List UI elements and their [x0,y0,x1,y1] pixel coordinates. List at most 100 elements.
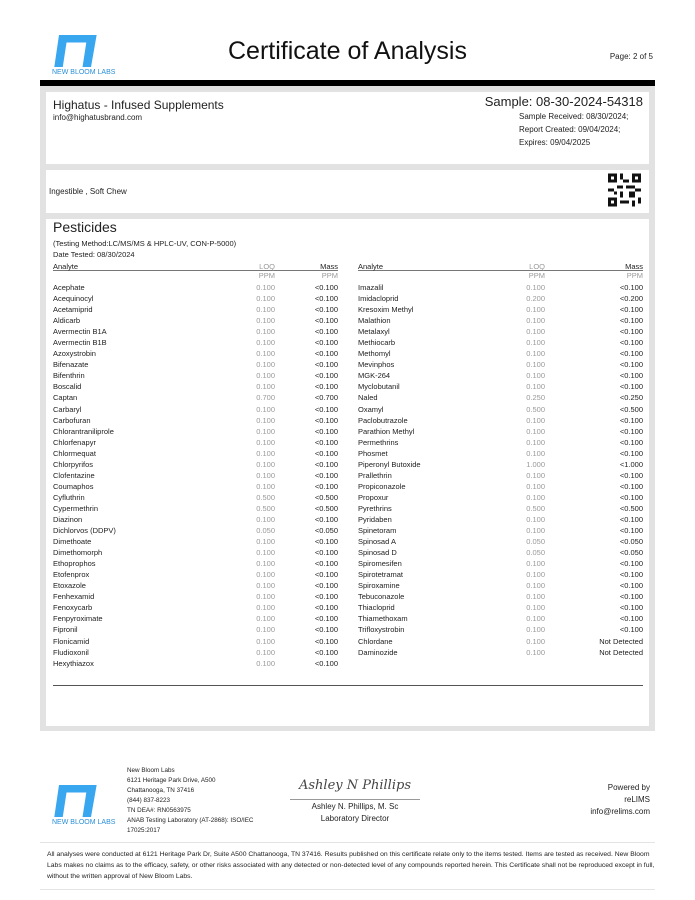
loq-value: 0.500 [526,404,545,414]
loq-value: 0.100 [256,404,275,414]
powered-by-email[interactable]: info@relims.com [590,807,650,816]
analyte-name: Bifenthrin [53,371,85,381]
analyte-name: Mevinphos [358,360,395,370]
mass-value: <0.100 [619,349,643,359]
table-row: Oxamyl 0.500 <0.500 [358,404,643,415]
address-line: Chattanooga, TN 37416 [127,787,195,794]
table-row: Coumaphos 0.100 <0.100 [53,481,338,492]
analyte-name: Dimethoate [53,537,92,547]
header-mass: Mass [320,262,338,271]
table-row: Avermectin B1B 0.100 <0.100 [53,337,338,348]
analyte-name: Myclobutanil [358,382,400,392]
loq-value: 0.100 [256,559,275,569]
mass-value: <0.100 [619,415,643,425]
mass-value: <0.100 [314,404,338,414]
mass-unit: PPM [626,271,643,280]
analyte-name: Chlorfenapyr [53,437,96,447]
loq-value: 0.100 [526,603,545,613]
loq-value: 0.500 [526,503,545,513]
mass-value: <0.100 [619,316,643,326]
loq-value: 0.700 [256,393,275,403]
analyte-name: Fenoxycarb [53,603,93,613]
table-row: Diazinon 0.100 <0.100 [53,514,338,525]
table-row: Azoxystrobin 0.100 <0.100 [53,348,338,359]
analyte-name: Tebuconazole [358,592,405,602]
analyte-name: Avermectin B1A [53,327,107,337]
mass-value: <0.500 [619,404,643,414]
analyte-name: Boscalid [53,382,82,392]
mass-value: <0.200 [619,294,643,304]
analyte-name: Chlorpyrifos [53,459,94,469]
analyte-name: Oxamyl [358,404,384,414]
loq-value: 0.100 [256,647,275,657]
address-line: New Bloom Labs [127,767,175,774]
mass-value: <0.100 [314,592,338,602]
mass-value: <0.100 [314,559,338,569]
analyte-name: Acephate [53,283,85,292]
loq-value: 0.100 [256,603,275,613]
analyte-name: Methomyl [358,349,391,359]
analyte-name: Avermectin B1B [53,338,107,348]
loq-value: 0.100 [526,305,545,315]
table-header: Analyte LOQ Mass [358,262,643,271]
mass-value: <0.100 [314,636,338,646]
mass-value: <0.100 [619,426,643,436]
analyte-name: Malathion [358,316,391,326]
mass-value: <0.100 [314,581,338,591]
table-row: Fenoxycarb 0.100 <0.100 [53,602,338,613]
loq-value: 0.100 [256,658,275,668]
mass-value: <0.100 [314,371,338,381]
mass-value: <0.100 [314,360,338,370]
analyte-name: Fenpyroximate [53,614,103,624]
analyte-name: Fenhexamid [53,592,95,602]
mass-value: <0.100 [619,570,643,580]
table-row: Dichlorvos (DDPV) 0.050 <0.050 [53,525,338,536]
mass-value: <0.100 [314,426,338,436]
client-panel [46,92,649,164]
analyte-name: Etoxazole [53,581,86,591]
table-row: Avermectin B1A 0.100 <0.100 [53,326,338,337]
qr-code-icon[interactable] [608,173,641,207]
loq-value: 0.100 [526,581,545,591]
logo-mark-icon [54,785,97,817]
mass-value: <0.250 [619,393,643,403]
mass-value: <0.100 [619,514,643,524]
table-row: Flonicamid 0.100 <0.100 [53,636,338,647]
mass-value: <0.100 [314,437,338,447]
loq-value: 0.100 [256,537,275,547]
loq-value: 0.100 [526,559,545,569]
mass-value: <1.000 [619,459,643,469]
logo-mark-icon [54,35,97,67]
header-analyte: Analyte [53,262,79,271]
footer-divider [40,889,655,890]
table-row: Chlormequat 0.100 <0.100 [53,448,338,459]
powered-by: Powered by reLIMS info@relims.com [590,782,650,818]
analyte-name: Dimethomorph [53,548,103,558]
table-row: Naled 0.250 <0.250 [358,392,643,403]
table-row: Fipronil 0.100 <0.100 [53,624,338,635]
lab-address: New Bloom Labs 6121 Heritage Park Drive,… [127,766,253,836]
sample-id: Sample: 08-30-2024-54318 [484,94,643,109]
mass-value: <0.100 [619,559,643,569]
date-tested: Date Tested: 08/30/2024 [53,250,135,259]
analyte-name: Spinosad A [358,537,396,547]
product-type: Ingestible , Soft Chew [49,187,127,196]
table-row: Phosmet 0.100 <0.100 [358,448,643,459]
analyte-name: Thiacloprid [358,603,395,613]
loq-unit: PPM [258,271,275,280]
loq-value: 0.500 [256,503,275,513]
header-divider [40,80,655,86]
analyte-name: Permethrins [358,437,399,447]
sample-received: Sample Received: 08/30/2024; [519,112,629,121]
mass-value: <0.100 [314,283,338,292]
analyte-name: Chlormequat [53,448,96,458]
footer-divider [40,842,655,843]
loq-value: 0.050 [526,537,545,547]
mass-value: <0.100 [619,614,643,624]
analyte-name: Clofentazine [53,470,95,480]
analyte-name: Coumaphos [53,481,94,491]
pesticides-panel [46,219,649,726]
table-row: Boscalid 0.100 <0.100 [53,381,338,392]
client-name: Highatus - Infused Supplements [53,98,224,112]
expires: Expires: 09/04/2025 [519,138,591,147]
